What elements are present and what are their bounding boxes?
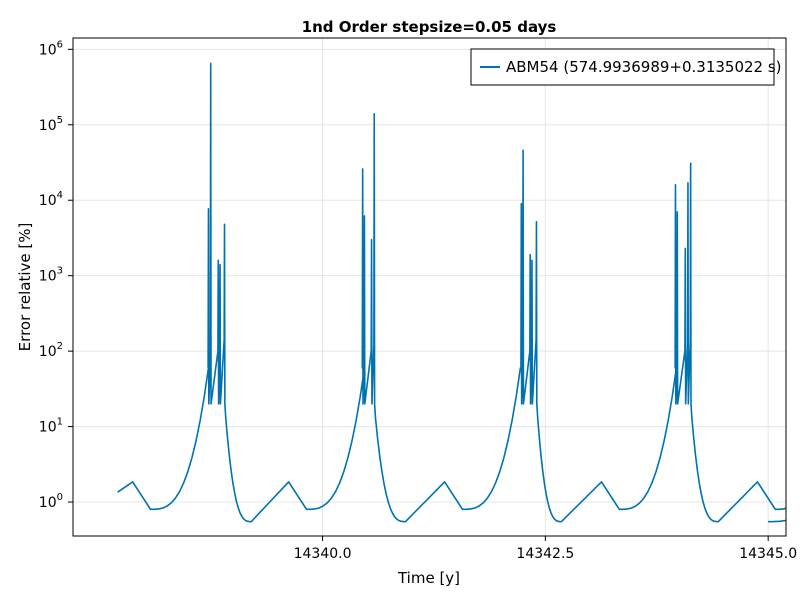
- plot-frame: [72, 37, 787, 537]
- x-tick-label: 14340.0: [294, 546, 352, 562]
- legend-label-abm54: ABM54 (574.9936989+0.3135022 s): [506, 58, 782, 76]
- x-axis-title: Time [y]: [397, 569, 460, 587]
- series-line-abm54: [117, 62, 786, 523]
- legend: ABM54 (574.9936989+0.3135022 s): [470, 48, 782, 86]
- y-axis-title: Error relative [%]: [16, 223, 34, 352]
- plot-area: [117, 62, 786, 523]
- legend-box: [470, 48, 775, 86]
- x-tick-label: 14345.0: [739, 546, 797, 562]
- chart-title: 1nd Order stepsize=0.05 days: [302, 18, 557, 36]
- x-tick-label: 14342.5: [516, 546, 574, 562]
- x-axis-ticks: 14340.0 14342.5 14345.0: [294, 536, 797, 562]
